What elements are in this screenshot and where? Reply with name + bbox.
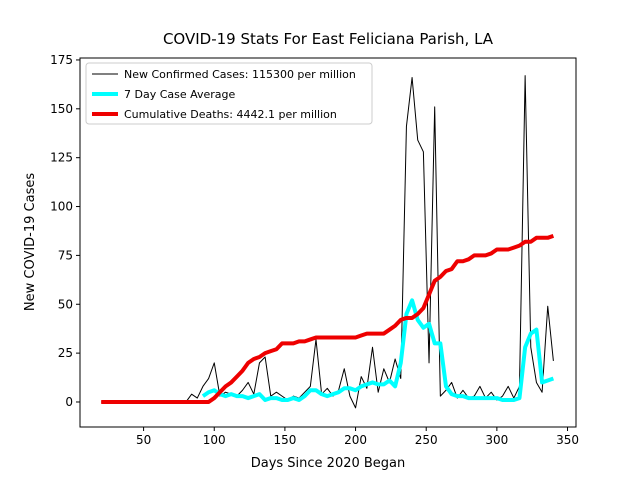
y-tick-label: 75 (58, 248, 73, 262)
legend-label: New Confirmed Cases: 115300 per million (124, 68, 356, 81)
x-tick-label: 100 (203, 433, 226, 447)
x-tick-label: 350 (556, 433, 579, 447)
y-tick-label: 100 (50, 200, 73, 214)
y-tick-label: 25 (58, 346, 73, 360)
legend-box (85, 62, 373, 125)
x-tick-label: 200 (344, 433, 367, 447)
y-tick-label: 0 (65, 395, 73, 409)
series-line (101, 75, 554, 409)
chart-title: COVID-19 Stats For East Feliciana Parish… (163, 30, 494, 48)
x-tick-label: 150 (273, 433, 296, 447)
y-tick-label: 50 (58, 297, 73, 311)
x-axis-label: Days Since 2020 Began (251, 456, 406, 471)
x-tick-label: 250 (415, 433, 438, 447)
series-line (101, 233, 555, 404)
plot-frame (79, 57, 577, 428)
y-axis-label: New COVID-19 Cases (23, 173, 38, 311)
x-tick-label: 50 (136, 433, 151, 447)
legend-label: Cumulative Deaths: 4442.1 per million (124, 108, 337, 121)
y-tick-label: 175 (50, 53, 73, 67)
series-line (201, 298, 555, 403)
x-tick-label: 300 (485, 433, 508, 447)
y-tick-label: 125 (50, 151, 73, 165)
y-tick-label: 150 (50, 102, 73, 116)
legend-label: 7 Day Case Average (124, 88, 236, 101)
